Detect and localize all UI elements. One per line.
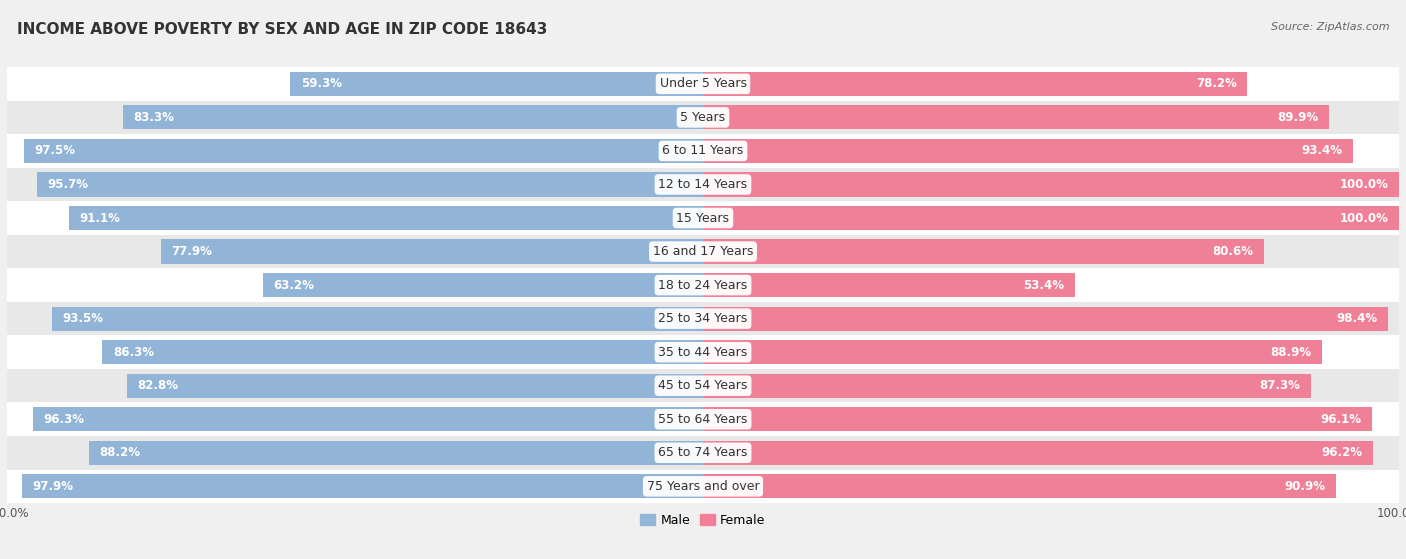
Text: 88.9%: 88.9% [1270, 345, 1312, 359]
Text: 83.3%: 83.3% [134, 111, 174, 124]
Bar [160, 239, 703, 264]
Bar [7, 402, 1399, 436]
Text: 93.4%: 93.4% [1302, 144, 1343, 158]
Text: 12 to 14 Years: 12 to 14 Years [658, 178, 748, 191]
Text: 15 Years: 15 Years [676, 211, 730, 225]
Text: 97.9%: 97.9% [32, 480, 73, 493]
Bar [703, 407, 1372, 432]
Text: 45 to 54 Years: 45 to 54 Years [658, 379, 748, 392]
Text: 95.7%: 95.7% [48, 178, 89, 191]
Bar [703, 72, 1247, 96]
Bar [7, 201, 1399, 235]
Bar [703, 306, 1388, 331]
Text: 100.0%: 100.0% [1340, 178, 1389, 191]
Bar [32, 407, 703, 432]
Text: 96.3%: 96.3% [44, 413, 84, 426]
Bar [7, 369, 1399, 402]
Bar [24, 139, 703, 163]
Bar [7, 335, 1399, 369]
Bar [7, 268, 1399, 302]
Text: 75 Years and over: 75 Years and over [647, 480, 759, 493]
Text: Under 5 Years: Under 5 Years [659, 77, 747, 91]
Bar [7, 235, 1399, 268]
Text: 89.9%: 89.9% [1277, 111, 1319, 124]
Bar [703, 206, 1399, 230]
Text: 55 to 64 Years: 55 to 64 Years [658, 413, 748, 426]
Text: 65 to 74 Years: 65 to 74 Years [658, 446, 748, 459]
Bar [103, 340, 703, 364]
Text: 97.5%: 97.5% [35, 144, 76, 158]
Bar [7, 302, 1399, 335]
Bar [21, 474, 703, 499]
Bar [703, 239, 1264, 264]
Text: 96.1%: 96.1% [1320, 413, 1361, 426]
Bar [89, 440, 703, 465]
Text: 93.5%: 93.5% [63, 312, 104, 325]
Text: 59.3%: 59.3% [301, 77, 342, 91]
Bar [124, 105, 703, 130]
Text: 86.3%: 86.3% [112, 345, 153, 359]
Bar [703, 172, 1399, 197]
Text: 63.2%: 63.2% [274, 278, 315, 292]
Text: 80.6%: 80.6% [1212, 245, 1254, 258]
Bar [69, 206, 703, 230]
Bar [52, 306, 703, 331]
Bar [703, 340, 1322, 364]
Bar [7, 436, 1399, 470]
Text: Source: ZipAtlas.com: Source: ZipAtlas.com [1271, 22, 1389, 32]
Bar [37, 172, 703, 197]
Bar [290, 72, 703, 96]
Text: 87.3%: 87.3% [1260, 379, 1301, 392]
Bar [703, 373, 1310, 398]
Text: 98.4%: 98.4% [1336, 312, 1378, 325]
Text: 100.0%: 100.0% [1340, 211, 1389, 225]
Bar [703, 139, 1353, 163]
Text: 96.2%: 96.2% [1322, 446, 1362, 459]
Bar [7, 101, 1399, 134]
Text: 53.4%: 53.4% [1024, 278, 1064, 292]
Text: 5 Years: 5 Years [681, 111, 725, 124]
Text: 18 to 24 Years: 18 to 24 Years [658, 278, 748, 292]
Text: 91.1%: 91.1% [79, 211, 121, 225]
Bar [703, 105, 1329, 130]
Bar [7, 470, 1399, 503]
Bar [703, 474, 1336, 499]
Text: 88.2%: 88.2% [100, 446, 141, 459]
Text: 6 to 11 Years: 6 to 11 Years [662, 144, 744, 158]
Text: 16 and 17 Years: 16 and 17 Years [652, 245, 754, 258]
Text: INCOME ABOVE POVERTY BY SEX AND AGE IN ZIP CODE 18643: INCOME ABOVE POVERTY BY SEX AND AGE IN Z… [17, 22, 547, 37]
Text: 90.9%: 90.9% [1284, 480, 1326, 493]
Text: 78.2%: 78.2% [1197, 77, 1237, 91]
Text: 35 to 44 Years: 35 to 44 Years [658, 345, 748, 359]
Bar [127, 373, 703, 398]
Text: 82.8%: 82.8% [138, 379, 179, 392]
Legend: Male, Female: Male, Female [636, 509, 770, 532]
Bar [703, 273, 1074, 297]
Bar [7, 134, 1399, 168]
Bar [703, 440, 1372, 465]
Text: 77.9%: 77.9% [172, 245, 212, 258]
Bar [7, 67, 1399, 101]
Text: 25 to 34 Years: 25 to 34 Years [658, 312, 748, 325]
Bar [263, 273, 703, 297]
Bar [7, 168, 1399, 201]
